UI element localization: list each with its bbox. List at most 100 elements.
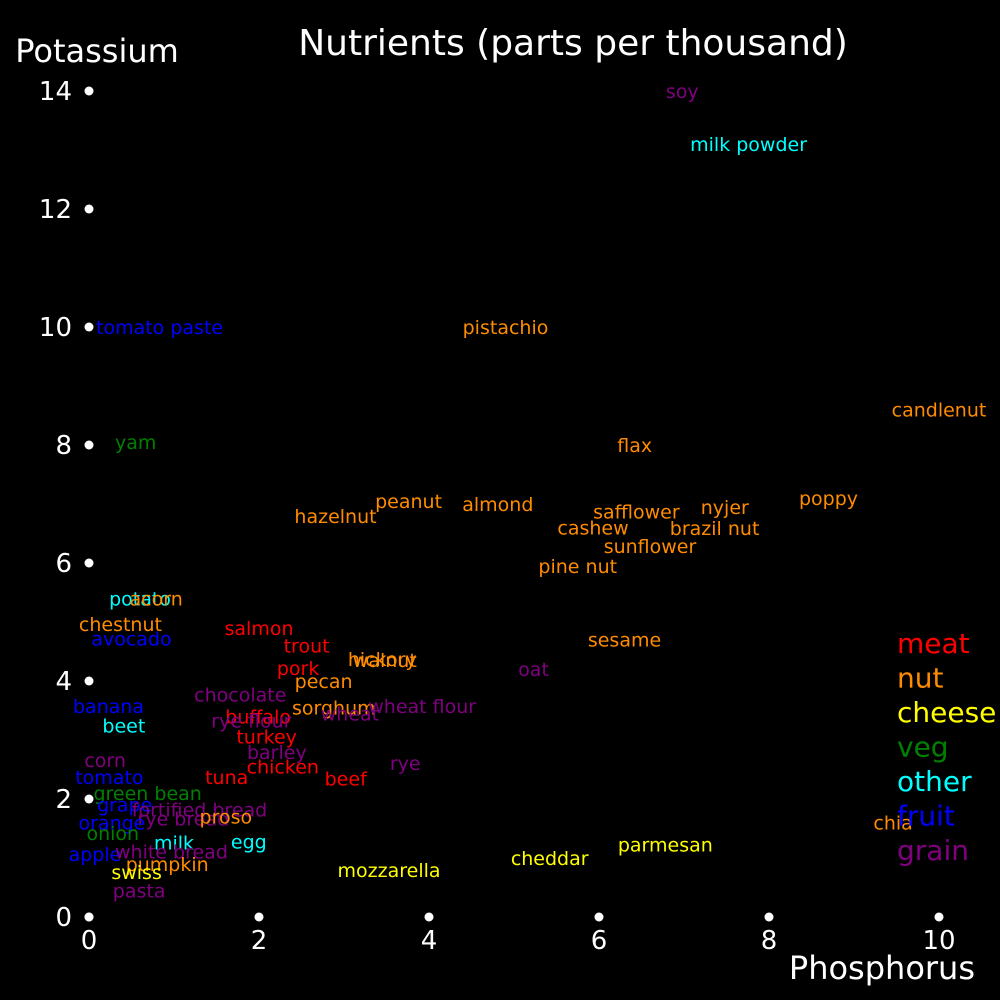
y-tick-dot [84, 322, 94, 332]
data-point-label: pork [277, 658, 320, 680]
data-point-label: egg [231, 831, 267, 853]
legend-entry: veg [897, 731, 949, 764]
data-point-label: mozzarella [338, 860, 441, 882]
data-point-label: rye [390, 753, 421, 775]
x-tick-label: 4 [421, 926, 438, 956]
data-point-label: onion [86, 823, 139, 845]
y-axis-label: Potassium [15, 32, 179, 70]
data-point-label: apple [69, 844, 122, 866]
data-point-label: soy [666, 81, 699, 103]
data-point-label: chestnut [79, 614, 162, 636]
data-point-label: chocolate [194, 685, 286, 707]
data-point-label: chia [873, 813, 912, 835]
legend-entry: cheese [897, 696, 996, 729]
data-point-label: poppy [799, 488, 858, 510]
x-tick-label: 8 [761, 926, 778, 956]
data-point-label: safflower [593, 502, 680, 524]
data-point-label: wheat flour [368, 696, 476, 718]
data-point-label: milk [154, 833, 194, 855]
x-tick-dot [934, 912, 944, 922]
data-point-label: pecan [295, 671, 353, 693]
y-tick-dot [84, 558, 94, 568]
data-point-label: sesame [588, 630, 661, 652]
y-tick-dot [84, 676, 94, 686]
data-point-label: buffalo [225, 706, 291, 728]
x-tick-label: 10 [922, 926, 955, 956]
y-tick-label: 6 [55, 549, 72, 579]
data-point-label: turkey [236, 726, 297, 748]
data-point-label: avocado [91, 629, 171, 651]
data-point-label: banana [73, 696, 144, 718]
data-point-label: beef [325, 768, 368, 790]
y-tick-label: 10 [39, 313, 72, 343]
data-point-label: green bean [93, 783, 201, 805]
data-point-label: yam [115, 432, 156, 454]
data-point-label: hickory [348, 649, 417, 671]
data-point-label: flax [617, 435, 652, 457]
data-point-label: candlenut [892, 400, 987, 422]
data-point-label: milk powder [690, 134, 807, 156]
data-point-label: chicken [247, 757, 319, 779]
data-point-label: tomato paste [96, 317, 223, 339]
y-tick-dot [84, 204, 94, 214]
x-axis-label: Phosphorus [789, 949, 975, 987]
data-point-label: pumpkin [126, 854, 209, 876]
legend-entry: other [897, 765, 972, 798]
legend-entry: fruit [897, 800, 955, 833]
y-tick-label: 4 [55, 667, 72, 697]
legend-entry: meat [897, 627, 970, 660]
x-tick-dot [254, 912, 264, 922]
x-tick-label: 0 [81, 926, 98, 956]
data-point-label: sorghum [292, 698, 376, 720]
data-point-label: fortified bread [132, 800, 267, 822]
data-point-label: orange [79, 813, 146, 835]
data-point-label: brazil nut [670, 518, 760, 540]
y-tick-dot [84, 794, 94, 804]
data-point-label: trout [284, 636, 330, 658]
data-point-label: rye flour [211, 711, 291, 733]
data-point-label: wheat [321, 703, 379, 725]
data-point-label: grape [97, 794, 152, 816]
y-tick-label: 12 [39, 195, 72, 225]
data-point-label: pistachio [463, 317, 549, 339]
data-point-label: swiss [111, 862, 162, 884]
data-points: soy milk powder tomato paste pistachio candl… [69, 81, 987, 902]
data-point-label: almond [462, 494, 533, 516]
data-point-label: walnut [353, 650, 417, 672]
data-point-label: parmesan [618, 834, 713, 856]
x-tick-dot [424, 912, 434, 922]
y-tick-label: 2 [55, 785, 72, 815]
data-point-label: cashew [557, 518, 628, 540]
legend-entry: nut [897, 662, 943, 695]
data-point-label: tomato [75, 767, 143, 789]
y-axis-ticks: 0 2 4 6 8 10 12 14 [39, 77, 94, 933]
data-point-label: beet [102, 715, 145, 737]
data-point-label: potato [109, 588, 171, 610]
data-point-label: barley [247, 742, 307, 764]
y-tick-dot [84, 912, 94, 922]
x-tick-dot [764, 912, 774, 922]
chart-title: Nutrients (parts per thousand) [298, 23, 848, 64]
data-point-label: pine nut [538, 556, 617, 578]
data-point-label: tuna [205, 767, 248, 789]
data-point-label: pasta [113, 880, 166, 902]
data-point-label: sunflower [604, 536, 697, 558]
x-tick-label: 2 [251, 926, 268, 956]
x-tick-label: 6 [591, 926, 608, 956]
data-point-label: white bread [115, 842, 228, 864]
x-tick-dot [594, 912, 604, 922]
y-tick-dot [84, 86, 94, 96]
x-axis-ticks: 0 2 4 6 8 10 [81, 912, 956, 956]
data-point-label: rye bread [138, 808, 230, 830]
data-point-label: nyjer [701, 497, 749, 519]
y-tick-label: 14 [39, 77, 72, 107]
data-point-label: acorn [130, 588, 183, 610]
data-point-label: peanut [375, 491, 442, 513]
data-point-label: salmon [225, 618, 294, 640]
data-point-label: cheddar [511, 848, 589, 870]
y-tick-label: 8 [55, 431, 72, 461]
data-point-label: hazelnut [294, 506, 376, 528]
